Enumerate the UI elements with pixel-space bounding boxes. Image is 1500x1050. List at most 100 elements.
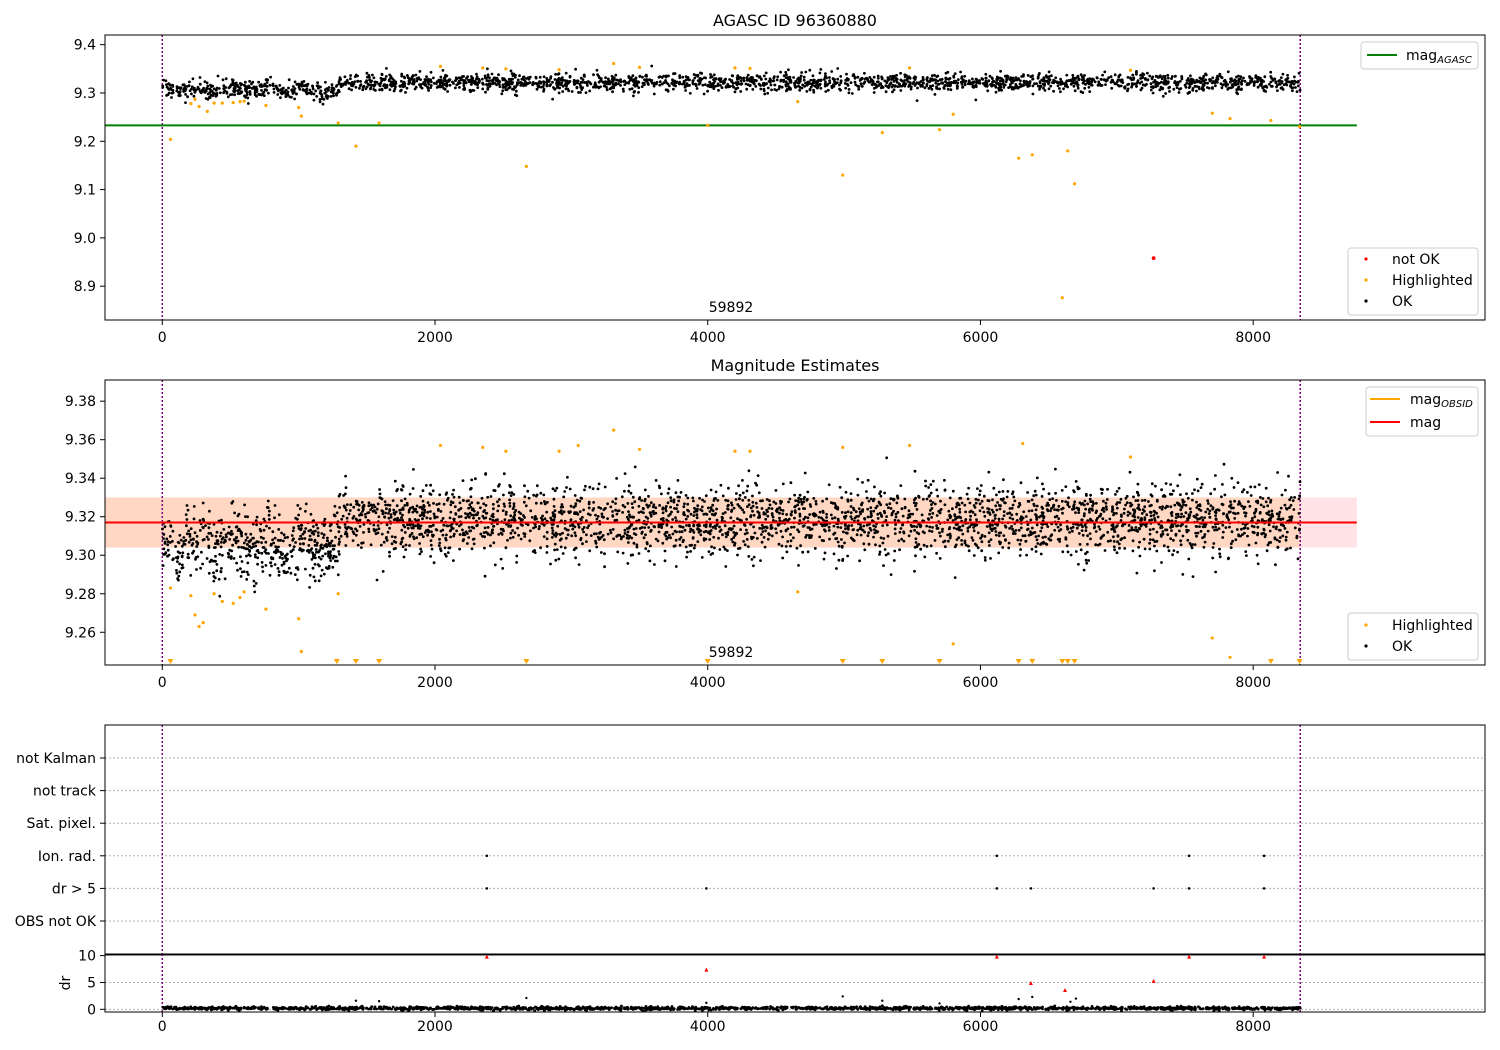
- ok-point: [215, 92, 219, 95]
- ok-point: [1204, 78, 1208, 82]
- highlighted-point: [193, 97, 197, 101]
- ok-point: [843, 82, 847, 85]
- x-tick-label: 4000: [690, 330, 726, 346]
- ok-point: [483, 74, 487, 78]
- ok-point: [184, 101, 187, 104]
- ok-point: [709, 488, 713, 492]
- ok-point: [868, 526, 872, 530]
- ok-point: [674, 565, 678, 568]
- ok-point: [298, 507, 302, 511]
- ok-point: [214, 554, 217, 558]
- ok-point: [637, 518, 641, 522]
- ok-point: [627, 526, 631, 530]
- ok-point: [501, 567, 505, 570]
- ok-point: [425, 516, 429, 520]
- ok-point: [883, 491, 886, 495]
- ok-point: [335, 93, 338, 97]
- ok-point: [824, 72, 827, 75]
- ok-point: [1155, 80, 1159, 84]
- ok-point: [492, 78, 495, 81]
- ok-point: [946, 77, 949, 81]
- ok-point: [1244, 514, 1247, 518]
- ok-point: [1044, 535, 1047, 539]
- ok-point: [812, 88, 815, 92]
- ok-point: [1180, 77, 1184, 81]
- ok-point: [1221, 536, 1225, 539]
- ok-point: [458, 501, 462, 505]
- ok-point: [605, 82, 609, 86]
- ok-point: [1180, 512, 1183, 516]
- ok-point: [1269, 75, 1273, 78]
- ok-point: [758, 514, 761, 517]
- ok-point: [171, 558, 175, 562]
- ok-point: [467, 536, 471, 539]
- ok-point: [581, 515, 584, 519]
- ok-point: [541, 518, 544, 522]
- ok-point: [537, 527, 541, 531]
- ok-point: [259, 529, 263, 533]
- ok-point: [652, 525, 656, 528]
- ok-point: [292, 526, 296, 530]
- ok-point: [641, 75, 644, 79]
- ok-point: [1268, 82, 1271, 86]
- ok-point: [789, 544, 792, 548]
- ok-point: [579, 518, 583, 522]
- ok-point: [1270, 85, 1274, 88]
- ok-point: [550, 536, 554, 539]
- ok-point: [688, 524, 691, 528]
- ok-point: [1019, 79, 1022, 83]
- ok-point: [1170, 492, 1174, 496]
- ok-point: [668, 84, 671, 88]
- ok-point: [716, 84, 720, 87]
- ok-point: [1191, 78, 1195, 81]
- ok-point: [974, 98, 978, 102]
- ok-point: [712, 73, 716, 77]
- ok-point: [764, 71, 768, 75]
- ok-point: [956, 81, 960, 85]
- ok-point: [738, 546, 742, 550]
- ok-point: [1237, 79, 1240, 83]
- ok-point: [608, 82, 612, 86]
- ok-point: [273, 504, 277, 507]
- ok-point: [603, 552, 606, 556]
- ok-point: [1298, 88, 1302, 92]
- ok-point: [899, 484, 903, 487]
- ok-point: [1093, 80, 1097, 84]
- ok-point: [1107, 76, 1111, 79]
- ok-point: [1141, 76, 1144, 80]
- ok-point: [1146, 78, 1149, 82]
- ok-point: [696, 79, 700, 83]
- ok-point: [1080, 75, 1084, 78]
- ok-point: [231, 78, 235, 82]
- ok-point: [358, 513, 361, 517]
- ok-point: [844, 490, 848, 494]
- ok-point: [518, 74, 521, 78]
- ok-point: [403, 84, 406, 88]
- ok-point: [781, 556, 785, 560]
- ok-point: [365, 71, 369, 75]
- ok-point: [376, 524, 380, 527]
- ok-point: [1143, 505, 1147, 509]
- ok-point: [400, 499, 403, 503]
- ok-point: [685, 524, 688, 527]
- ok-point: [240, 560, 244, 563]
- ok-point: [1274, 81, 1278, 85]
- ok-point: [762, 89, 766, 93]
- ok-point: [438, 537, 441, 541]
- ok-point: [466, 75, 469, 78]
- ok-point: [746, 83, 750, 87]
- ok-point: [1027, 82, 1031, 86]
- ok-point: [510, 491, 514, 495]
- ok-point: [1142, 537, 1146, 541]
- ok-point: [654, 479, 658, 482]
- ok-point: [588, 89, 592, 93]
- ok-point: [178, 570, 182, 574]
- ok-point: [1159, 85, 1163, 89]
- ok-point: [1165, 504, 1169, 508]
- ok-point: [852, 73, 855, 76]
- ok-point: [483, 509, 486, 512]
- ok-point: [232, 81, 236, 85]
- ok-point: [633, 79, 637, 83]
- ok-point: [201, 501, 205, 505]
- ok-point: [849, 511, 853, 515]
